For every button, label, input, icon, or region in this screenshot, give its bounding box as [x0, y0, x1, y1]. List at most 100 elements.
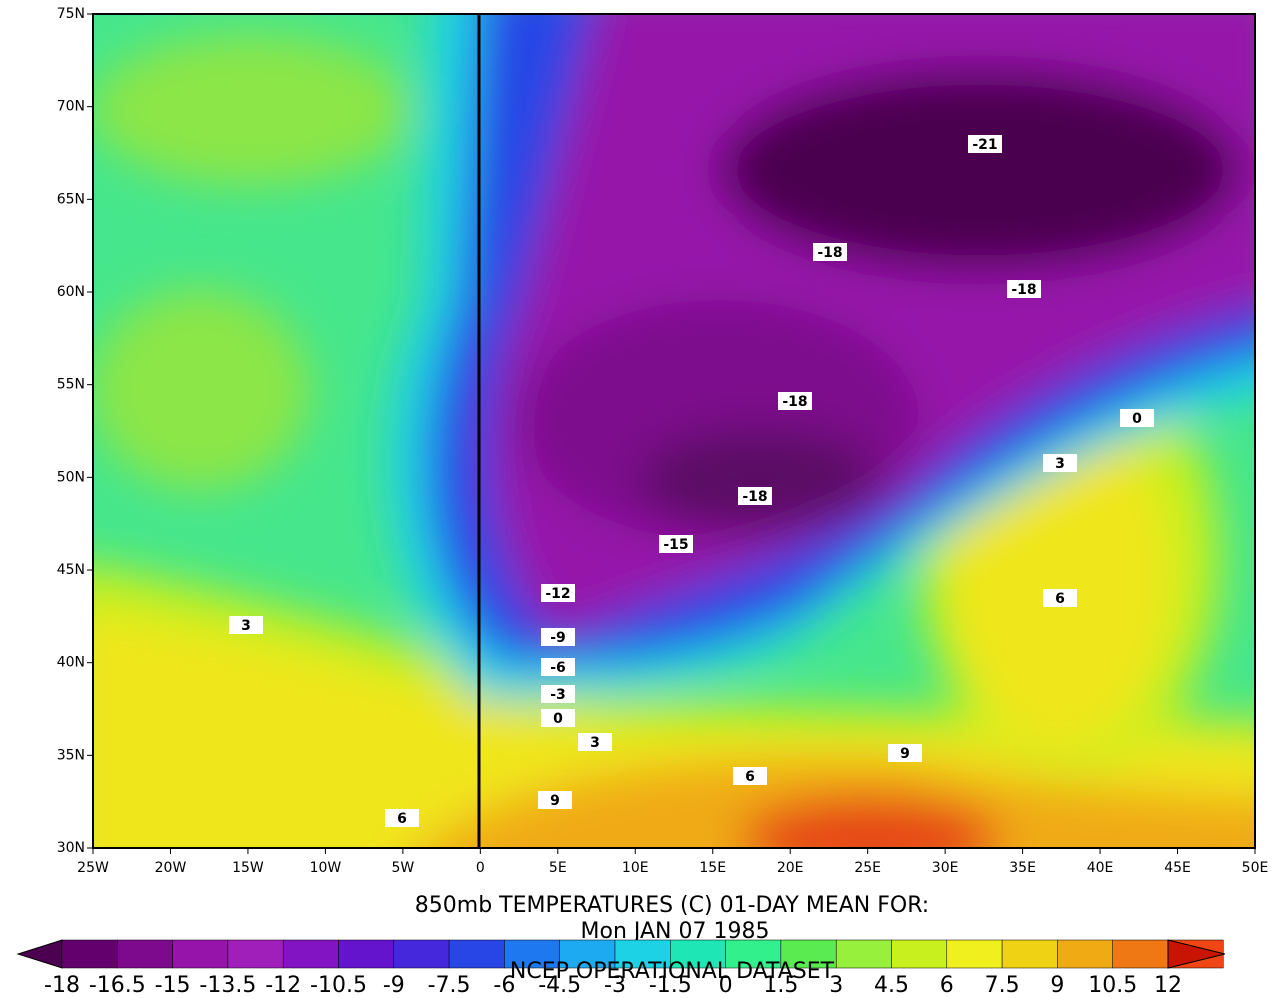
colorbar-swatch [227, 939, 284, 969]
colorbar-label: -15 [155, 973, 191, 998]
contour-label-box [541, 584, 575, 602]
lon-label: 25W [77, 860, 109, 876]
contour-label-box [968, 135, 1002, 153]
colorbar-swatch [282, 939, 339, 969]
contour-label-box [813, 243, 847, 261]
lat-label: 50N [57, 469, 85, 485]
contour-label-box [578, 733, 612, 751]
colorbar-swatch [614, 939, 671, 969]
colorbar-swatch [559, 939, 616, 969]
lat-label: 35N [57, 747, 85, 763]
temperature-field [93, 14, 1255, 848]
contour-label: -6 [550, 660, 566, 676]
colorbar-label: -16.5 [89, 973, 146, 998]
colorbar-label: -3 [604, 973, 626, 998]
contour-label: -18 [742, 489, 767, 505]
colorbar-swatch [835, 939, 892, 969]
lon-label: 15E [699, 860, 726, 876]
lon-label: 40E [1087, 860, 1114, 876]
contour-label-box [733, 767, 767, 785]
lon-label: 5W [391, 860, 414, 876]
dataset: NCEP OPERATIONAL DATASET [510, 959, 835, 984]
colorbar-label: 7.5 [985, 973, 1020, 998]
lon-label: 10W [310, 860, 342, 876]
lat-label: 70N [57, 99, 85, 115]
colorbar-swatch [61, 939, 118, 969]
colorbar-swatch [338, 939, 395, 969]
lat-label: 75N [57, 6, 85, 22]
colorbar-swatch [504, 939, 560, 969]
contour-label: 3 [590, 735, 600, 751]
contour-label: 0 [1132, 411, 1142, 427]
lon-label: 20E [777, 860, 804, 876]
colorbar-label: -13.5 [199, 973, 256, 998]
colorbar-swatch [946, 939, 1003, 969]
lon-label: 10E [622, 860, 649, 876]
contour-label-box [385, 809, 419, 827]
colorbar-swatch [1001, 939, 1058, 969]
contour-label-box [1043, 589, 1077, 607]
colorbar-label: 3 [829, 973, 843, 998]
lat-label: 60N [57, 284, 85, 300]
contour-label: 9 [550, 793, 560, 809]
lat-label: 55N [57, 377, 85, 393]
contour-label-box [1007, 280, 1041, 298]
lat-label: 45N [57, 562, 85, 578]
contour-label: -3 [550, 687, 566, 703]
lon-label: 15W [232, 860, 264, 876]
contour-label: 6 [397, 811, 407, 827]
colorbar-label: -9 [383, 973, 405, 998]
contour-label: 6 [1055, 591, 1065, 607]
contour-label: 3 [1055, 456, 1065, 472]
lon-label: 30E [932, 860, 959, 876]
contour-label-box [738, 487, 772, 505]
colorbar-arrow [1167, 939, 1226, 969]
lon-label: 20W [155, 860, 187, 876]
colorbar-label: 0 [719, 973, 733, 998]
lon-label: 50E [1242, 860, 1269, 876]
contour-label: 0 [553, 711, 563, 727]
contour-label-box [888, 744, 922, 762]
colorbar-label: -7.5 [428, 973, 471, 998]
contour-label-box [778, 392, 812, 410]
colorbar-arrow [16, 939, 63, 969]
lat-label: 30N [57, 840, 85, 856]
contour-label-box [229, 616, 263, 634]
title: 850mb TEMPERATURES (C) 01-DAY MEAN FOR: [415, 893, 929, 918]
colorbar-label: -18 [44, 973, 80, 998]
contour-label: -15 [663, 537, 688, 553]
colorbar-swatch [393, 939, 450, 969]
colorbar-label: -10.5 [310, 973, 367, 998]
colorbar-label: -6 [493, 973, 515, 998]
plot-frame [92, 13, 1256, 849]
contour-label: -18 [1011, 282, 1036, 298]
colorbar-label: -12 [265, 973, 301, 998]
lon-label: 25E [854, 860, 881, 876]
colorbar-swatch [1112, 939, 1169, 969]
contour-label: -18 [782, 394, 807, 410]
colorbar-swatch [172, 939, 229, 969]
contour-label: -18 [817, 245, 842, 261]
colorbar-label: -4.5 [538, 973, 581, 998]
lon-label: 5E [549, 860, 567, 876]
contour-label-box [541, 685, 575, 703]
lon-label: 35E [1009, 860, 1036, 876]
contour-label-box [1120, 409, 1154, 427]
contour-label: 6 [745, 769, 755, 785]
colorbar-label: 6 [940, 973, 954, 998]
colorbar-swatch [891, 939, 948, 969]
contour-label: -12 [545, 586, 570, 602]
contour-label: -9 [550, 630, 566, 646]
colorbar-label: 1.5 [763, 973, 798, 998]
contour-label-box [541, 709, 575, 727]
lon-label: 45E [1164, 860, 1191, 876]
colorbar-label: 4.5 [874, 973, 909, 998]
colorbar-label: 9 [1050, 973, 1064, 998]
colorbar-label: -1.5 [649, 973, 692, 998]
lat-label: 65N [57, 191, 85, 207]
contour-label: 3 [241, 618, 251, 634]
colorbar-swatch [1057, 939, 1113, 969]
lon-label: 0 [476, 860, 485, 876]
contour-label-box [538, 791, 572, 809]
